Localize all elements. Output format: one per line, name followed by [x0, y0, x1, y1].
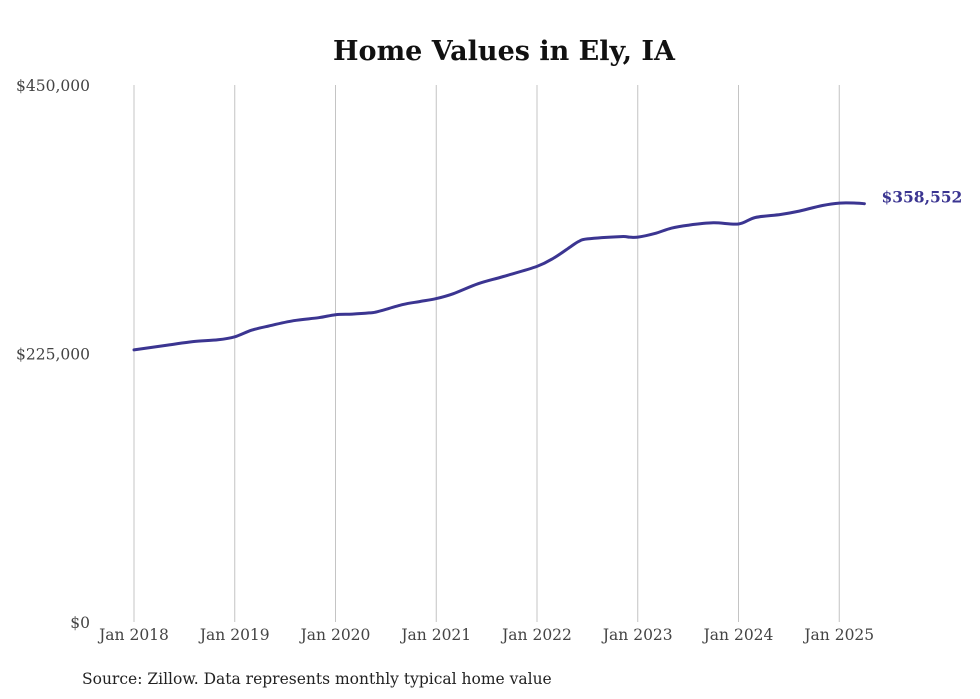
- series-line: [132, 201, 866, 352]
- source-note: Source: Zillow. Data represents monthly …: [82, 670, 552, 688]
- x-tick-label: Jan 2025: [802, 626, 874, 644]
- y-tick-label: $450,000: [16, 77, 90, 95]
- chart-title: Home Values in Ely, IA: [333, 36, 676, 67]
- end-value-label: $358,552: [881, 188, 962, 207]
- series-group: $358,552: [132, 188, 962, 352]
- x-tick-label: Jan 2019: [198, 626, 270, 644]
- x-tick-label: Jan 2021: [399, 626, 471, 644]
- x-axis-tick-labels: Jan 2018 Jan 2019 Jan 2020 Jan 2021 Jan 2022…: [97, 626, 874, 644]
- x-tick-label: Jan 2024: [702, 626, 774, 644]
- x-tick-label: Jan 2022: [500, 626, 572, 644]
- vertical-gridlines: [133, 85, 840, 622]
- x-tick-label: Jan 2018: [97, 626, 169, 644]
- y-axis-tick-labels: $0 $225,000 $450,000: [16, 77, 90, 632]
- x-tick-label: Jan 2020: [299, 626, 371, 644]
- y-tick-label: $225,000: [16, 346, 90, 364]
- x-tick-label: Jan 2023: [601, 626, 673, 644]
- y-tick-label: $0: [70, 614, 90, 632]
